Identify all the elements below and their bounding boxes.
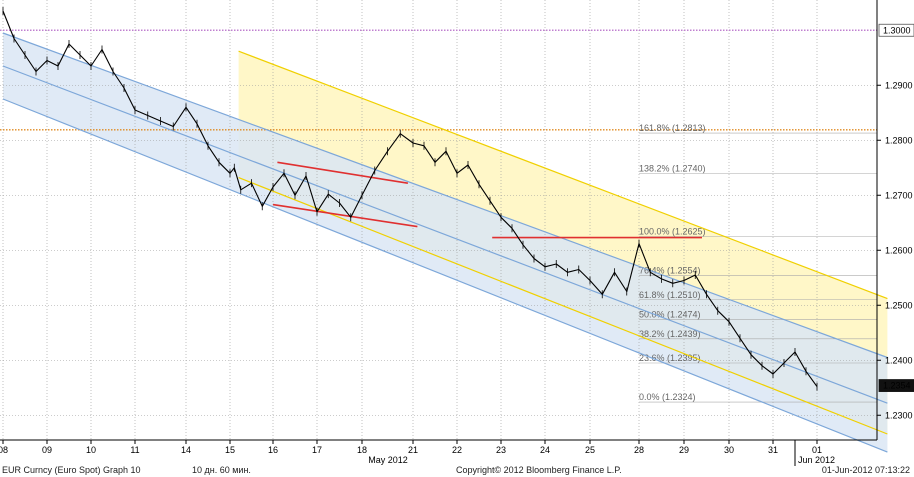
- price-series-layer: [2, 7, 818, 391]
- price-line-0: [2, 10, 818, 387]
- fib-label-5: 50.0% (1.2474): [639, 310, 701, 320]
- trend-line-regression-channel-middle: [2, 65, 888, 404]
- fib-label-6: 38.2% (1.2439): [639, 329, 701, 339]
- x-tick-label-2: 10: [86, 445, 96, 455]
- x-tick-label-15: 29: [679, 445, 689, 455]
- x-tick-label-10: 22: [452, 445, 462, 455]
- fib-label-3: 76.4% (1.2554): [639, 266, 701, 276]
- trend-line-wedge-upper: [277, 161, 409, 184]
- fib-label-0: 161.8% (1.2813): [639, 123, 706, 133]
- trend-line-regression-channel-lower: [2, 98, 888, 453]
- y-tick-label-3: 1.2600: [885, 245, 913, 255]
- y-tick-label-5: 1.2800: [885, 135, 913, 145]
- x-tick-label-9: 21: [408, 445, 418, 455]
- x-tick-label-7: 17: [312, 445, 322, 455]
- x-tick-label-5: 15: [225, 445, 235, 455]
- x-group-label-1: Jun 2012: [798, 455, 835, 465]
- x-tick-label-4: 14: [181, 445, 191, 455]
- right-axis-badge-1: [878, 379, 914, 392]
- x-tick-label-16: 30: [724, 445, 734, 455]
- channel-layer: [3, 33, 888, 453]
- y-tick-label-0: 1.2300: [885, 410, 913, 420]
- trend-line-regression-channel-upper: [2, 32, 888, 359]
- x-tick-label-0: 08: [0, 445, 8, 455]
- regression-channel-fill: [3, 33, 888, 453]
- trend-line-outer-channel-upper: [238, 50, 888, 300]
- y-tick-label-2: 1.2500: [885, 300, 913, 310]
- y-tick-label-4: 1.2700: [885, 190, 913, 200]
- trend-line-outer-channel-lower: [238, 177, 888, 435]
- right-axis-badge-label-1: 1.2354: [883, 381, 911, 391]
- x-tick-label-12: 24: [540, 445, 550, 455]
- fib-label-7: 23.6% (1.2395): [639, 353, 701, 363]
- grid-layer: [0, 0, 877, 440]
- fib-label-8: 0.0% (1.2324): [639, 392, 696, 402]
- right-axis-badge-0: [878, 23, 914, 37]
- trend-lines-layer: [2, 32, 888, 453]
- trend-line-wedge-lower: [272, 203, 418, 228]
- axes-layer: 1.2300 1.2400 1.2500 1.2600 1.2700 1.2800 1.29…: [0, 0, 914, 466]
- chart-footer: EUR Curncy (Euro Spot) Graph 10 10 дн. 6…: [2, 465, 910, 475]
- x-tick-label-18: 01: [812, 445, 822, 455]
- y-tick-label-6: 1.2900: [885, 80, 913, 90]
- y-tick-label-1: 1.2400: [885, 355, 913, 365]
- footer-timestamp: 01-Jun-2012 07:13:22: [822, 465, 910, 475]
- x-tick-label-1: 09: [42, 445, 52, 455]
- footer-interval: 10 дн. 60 мин.: [192, 465, 251, 475]
- fibonacci-layer: 161.8% (1.2813) 138.2% (1.2740) 100.0% (1.…: [639, 123, 877, 403]
- x-tick-label-17: 31: [768, 445, 778, 455]
- level-lines-layer: [0, 29, 877, 131]
- right-axis-badge-label-0: 1.3000: [883, 25, 911, 35]
- x-tick-label-6: 16: [268, 445, 278, 455]
- x-tick-label-3: 11: [130, 445, 139, 455]
- x-tick-label-11: 23: [496, 445, 506, 455]
- x-group-label-0: May 2012: [368, 455, 408, 465]
- footer-copyright: Copyright© 2012 Bloomberg Finance L.P.: [456, 465, 622, 475]
- fib-label-4: 61.8% (1.2510): [639, 290, 701, 300]
- x-tick-label-13: 25: [585, 445, 595, 455]
- fib-label-2: 100.0% (1.2625): [639, 227, 706, 237]
- fib-label-1: 138.2% (1.2740): [639, 163, 706, 173]
- x-tick-label-8: 18: [357, 445, 367, 455]
- footer-ticker: EUR Curncy (Euro Spot) Graph 10: [2, 465, 141, 475]
- x-tick-label-14: 28: [634, 445, 644, 455]
